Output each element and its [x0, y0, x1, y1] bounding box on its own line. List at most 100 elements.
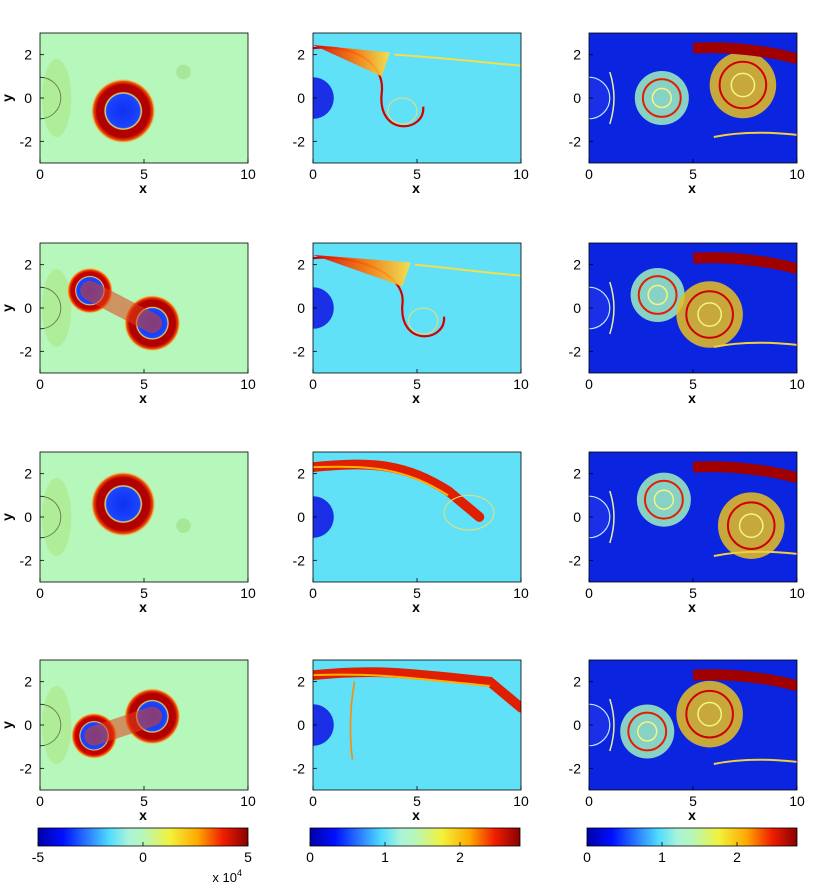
cylinder-disk — [313, 287, 334, 329]
field-layer — [313, 44, 521, 128]
hanging-filament — [349, 681, 356, 760]
colorbar-tick-label: 0 — [583, 849, 591, 865]
y-tick-label: 0 — [24, 717, 32, 733]
lower-streaks — [713, 131, 797, 138]
field-layer — [40, 471, 191, 556]
eddy-core — [697, 302, 723, 327]
colorbar-1: -5 0 5x 104 — [32, 827, 252, 885]
field-layer — [313, 254, 521, 338]
eddy-core — [697, 701, 723, 727]
eddy-spiral — [685, 689, 734, 739]
x-tick-label: 10 — [513, 376, 529, 392]
x-tick-label: 10 — [789, 166, 805, 182]
y-axis-label: y — [0, 304, 15, 312]
y-tick-label: 2 — [573, 674, 581, 690]
shear-filament — [313, 459, 485, 522]
y-axis-label: y — [0, 721, 15, 729]
x-tick-label: 10 — [789, 793, 805, 809]
x-tick-label: 0 — [585, 166, 593, 182]
y-tick-label: -2 — [569, 343, 582, 359]
y-tick-label: 0 — [297, 300, 305, 316]
rolled-filament — [408, 307, 439, 335]
panel-r1-c1: 0 5 10 2 0 -2 x y — [0, 32, 256, 196]
separation-line — [609, 71, 615, 125]
eddy-spiral — [726, 501, 776, 550]
eddy-core — [637, 721, 658, 742]
x-tick-label: 10 — [513, 166, 529, 182]
x-tick-label: 5 — [689, 793, 697, 809]
upper-shear-layer — [692, 42, 797, 65]
y-tick-label: 0 — [297, 717, 305, 733]
x-tick-label: 5 — [140, 793, 148, 809]
shear-sheet — [313, 254, 411, 287]
panel-r4-c2: 0 5 10 2 0 -2 x — [293, 659, 529, 823]
separation-line — [609, 281, 615, 335]
x-tick-label: 0 — [309, 793, 317, 809]
panel-r2-c3: 0 5 10 2 0 -2 x — [569, 242, 805, 406]
colorbar-multiplier: x 104 — [212, 868, 242, 885]
trailing-filament — [414, 263, 521, 277]
panel-r1-c2: 0 5 10 2 0 -2 x — [293, 32, 529, 196]
y-tick-label: 2 — [297, 47, 305, 63]
eddy-spiral — [643, 479, 684, 520]
y-tick-label: 2 — [24, 674, 32, 690]
x-tick-label: 10 — [240, 376, 256, 392]
field-layer — [589, 243, 797, 373]
x-axis-label: x — [412, 390, 420, 406]
x-tick-label: 0 — [36, 793, 44, 809]
colorbar-tick-label: 5 — [244, 849, 252, 865]
vortex-bridge — [84, 706, 163, 746]
y-tick-label: 2 — [297, 257, 305, 273]
y-tick-label: 2 — [573, 47, 581, 63]
cylinder-disk — [313, 77, 334, 119]
y-tick-label: -2 — [293, 760, 306, 776]
x-tick-label: 5 — [140, 166, 148, 182]
x-axis-label: x — [688, 180, 696, 196]
colorbar-tick-label: 2 — [733, 849, 741, 865]
colorbar-gradient — [309, 827, 521, 847]
field-layer — [40, 267, 181, 352]
cylinder-outline — [40, 286, 62, 330]
colorbar-tick-label: 1 — [658, 849, 666, 865]
x-tick-label: 0 — [309, 166, 317, 182]
panel-r1-c3: 0 5 10 2 0 -2 x — [569, 32, 805, 196]
x-tick-label: 0 — [585, 376, 593, 392]
colorbar-tick-label: 0 — [306, 849, 314, 865]
x-tick-label: 0 — [585, 585, 593, 601]
vortex-bridge — [80, 280, 163, 333]
x-tick-label: 0 — [36, 585, 44, 601]
x-tick-label: 10 — [789, 585, 805, 601]
x-tick-label: 0 — [585, 793, 593, 809]
y-tick-label: 2 — [573, 257, 581, 273]
eddy-core — [651, 87, 673, 109]
colorbar-tick-label: -5 — [32, 849, 45, 865]
y-tick-label: -2 — [293, 133, 306, 149]
weak-eddy — [176, 518, 191, 533]
y-tick-label: 0 — [297, 509, 305, 525]
upper-shear-layer — [692, 669, 797, 692]
y-tick-label: -2 — [293, 343, 306, 359]
panel-r4-c1: 0 5 10 2 0 -2 x y — [0, 659, 256, 823]
colorbar-gradient — [586, 827, 798, 847]
colorbar-tick-label: 0 — [139, 849, 147, 865]
y-axis-label: y — [0, 513, 15, 521]
x-tick-label: 10 — [240, 793, 256, 809]
y-tick-label: 0 — [573, 90, 581, 106]
wake-shade — [42, 269, 72, 347]
x-tick-label: 5 — [689, 166, 697, 182]
x-tick-label: 0 — [36, 166, 44, 182]
lower-streaks — [713, 758, 797, 765]
field-layer — [589, 452, 797, 582]
x-axis-label: x — [688, 807, 696, 823]
vortex — [90, 471, 156, 537]
eddy-spiral — [685, 290, 734, 339]
colorbar-tick-label: 1 — [381, 849, 389, 865]
y-tick-label: -2 — [20, 552, 33, 568]
x-tick-label: 10 — [789, 376, 805, 392]
field-layer — [313, 459, 495, 538]
eddy-core — [738, 513, 764, 539]
eddy-spiral — [637, 275, 678, 315]
x-tick-label: 5 — [413, 585, 421, 601]
panel-r2-c2: 0 5 10 2 0 -2 x — [293, 242, 529, 406]
x-axis-label: x — [412, 180, 420, 196]
